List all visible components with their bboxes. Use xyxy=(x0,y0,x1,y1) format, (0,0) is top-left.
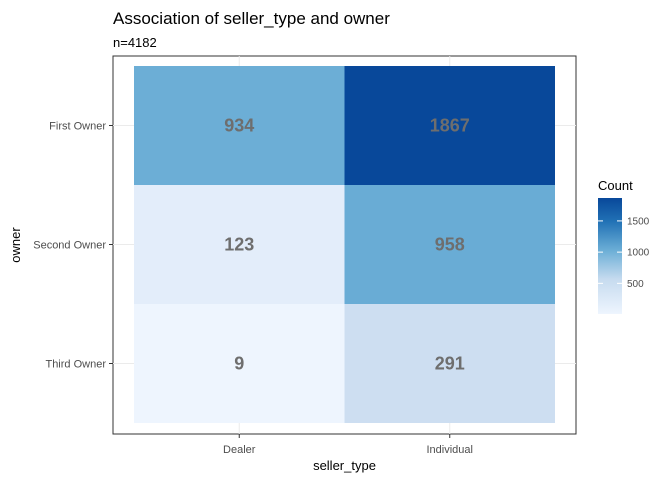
cell-value-label: 123 xyxy=(224,235,254,255)
x-axis-ticks: Dealer Individual xyxy=(223,434,473,456)
cell-value-label: 9 xyxy=(234,354,244,374)
y-tick-label: Third Owner xyxy=(45,359,106,371)
chart-subtitle: n=4182 xyxy=(113,35,157,50)
x-tick-label: Dealer xyxy=(223,444,256,456)
heatmap-cells xyxy=(134,66,555,423)
chart-title: Association of seller_type and owner xyxy=(113,9,390,28)
heatmap-cell xyxy=(134,185,345,304)
legend-title: Count xyxy=(598,178,633,193)
cell-value-label: 291 xyxy=(435,354,465,374)
y-axis-ticks: First Owner Second Owner Third Owner xyxy=(33,121,113,371)
heatmap-cell xyxy=(344,66,555,185)
legend-tick-label: 500 xyxy=(627,279,644,290)
x-axis-title: seller_type xyxy=(313,458,376,473)
y-tick-label: Second Owner xyxy=(33,240,106,252)
cell-value-label: 934 xyxy=(224,116,254,136)
y-tick-label: First Owner xyxy=(49,121,106,133)
legend-ticks: 500 1000 1500 xyxy=(598,216,650,290)
legend-tick-label: 1500 xyxy=(627,216,650,227)
heatmap-cell xyxy=(344,304,555,423)
y-axis-title: owner xyxy=(8,227,23,263)
cell-value-label: 1867 xyxy=(430,116,470,136)
heatmap-cell xyxy=(134,66,345,185)
heatmap-cell xyxy=(344,185,555,304)
legend-colorbar xyxy=(598,198,622,314)
cell-value-labels: 934 1867 123 958 9 291 xyxy=(224,116,470,374)
cell-value-label: 958 xyxy=(435,235,465,255)
x-tick-label: Individual xyxy=(427,444,473,456)
legend: Count 500 1000 1500 xyxy=(598,178,650,314)
legend-tick-label: 1000 xyxy=(627,248,650,259)
heatmap-cell xyxy=(134,304,345,423)
